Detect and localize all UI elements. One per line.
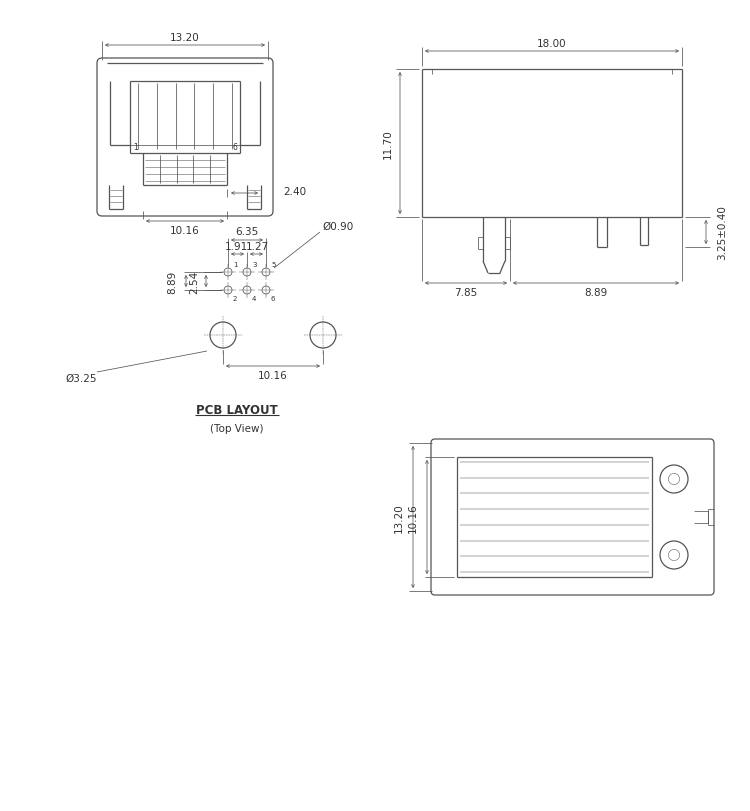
- Text: 3.25±0.40: 3.25±0.40: [717, 205, 727, 260]
- Text: 1.27: 1.27: [246, 242, 269, 251]
- Text: 5: 5: [271, 262, 275, 268]
- Text: 6: 6: [232, 143, 237, 152]
- Text: 2: 2: [233, 296, 237, 302]
- Text: PCB LAYOUT: PCB LAYOUT: [196, 404, 278, 417]
- Text: 1.91: 1.91: [225, 242, 248, 251]
- Text: 1: 1: [133, 143, 138, 152]
- Text: 2.40: 2.40: [283, 187, 306, 197]
- Text: 13.20: 13.20: [170, 33, 200, 43]
- Text: 6: 6: [271, 296, 275, 302]
- Text: Ø3.25: Ø3.25: [65, 374, 97, 384]
- Text: 8.89: 8.89: [584, 288, 608, 298]
- Text: Ø0.90: Ø0.90: [322, 221, 353, 232]
- Text: 2.54: 2.54: [189, 270, 199, 294]
- Text: 10.16: 10.16: [408, 503, 418, 532]
- Text: (Top View): (Top View): [210, 423, 264, 433]
- Text: 1: 1: [233, 262, 238, 268]
- Text: 3: 3: [252, 262, 257, 268]
- Text: 11.70: 11.70: [383, 129, 393, 159]
- Text: 6.35: 6.35: [236, 227, 259, 237]
- Text: 10.16: 10.16: [170, 225, 200, 236]
- Text: 8.89: 8.89: [167, 270, 177, 294]
- Text: 13.20: 13.20: [394, 503, 404, 532]
- Text: 7.85: 7.85: [454, 288, 478, 298]
- Text: 4: 4: [252, 296, 257, 302]
- Text: 10.16: 10.16: [258, 371, 288, 380]
- Text: 18.00: 18.00: [537, 39, 567, 49]
